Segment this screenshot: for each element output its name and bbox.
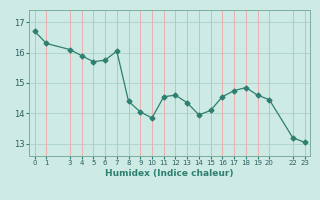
X-axis label: Humidex (Indice chaleur): Humidex (Indice chaleur) [105,169,234,178]
